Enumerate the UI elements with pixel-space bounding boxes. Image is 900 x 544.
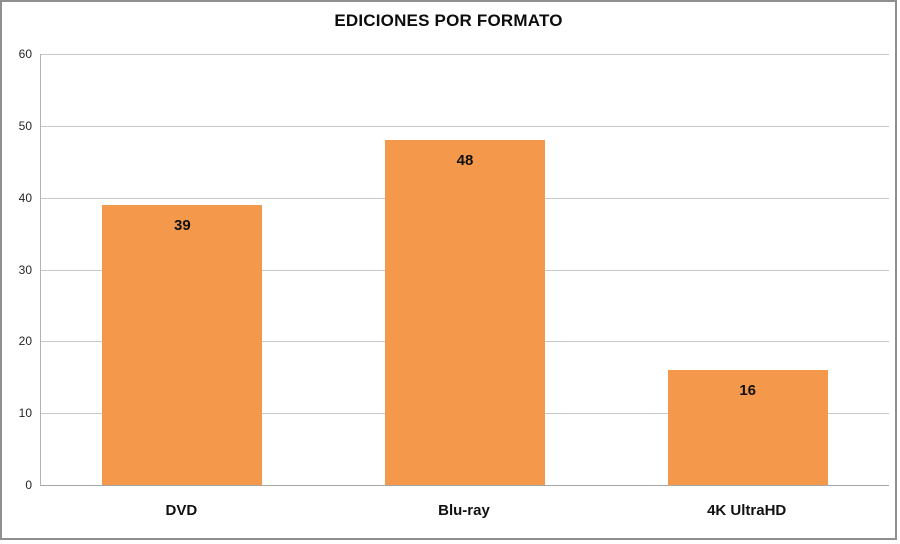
plot-area: 39 48 16 bbox=[40, 54, 889, 486]
y-axis-tick-label: 10 bbox=[18, 406, 32, 421]
gridline bbox=[41, 125, 889, 127]
x-axis-category-label: DVD bbox=[165, 502, 198, 519]
y-axis-tick-label: 30 bbox=[18, 262, 32, 277]
bar: 39 bbox=[102, 204, 263, 485]
bar: 48 bbox=[385, 140, 545, 485]
bar: 16 bbox=[667, 370, 828, 485]
y-axis-tick-label: 50 bbox=[18, 118, 32, 133]
x-axis-category-label: Blu-ray bbox=[438, 502, 490, 519]
y-axis-tick-label: 40 bbox=[18, 190, 32, 205]
bar-value-label: 48 bbox=[456, 152, 474, 170]
y-axis-tick-label: 60 bbox=[18, 47, 32, 61]
y-axis-tick-label: 20 bbox=[18, 334, 32, 349]
bar-value-label: 16 bbox=[739, 382, 756, 400]
y-axis: 0 10 20 30 40 50 60 bbox=[2, 47, 32, 492]
chart-title: EDICIONES POR FORMATO bbox=[334, 11, 563, 30]
bar-value-label: 39 bbox=[173, 216, 191, 234]
gridline bbox=[41, 54, 889, 55]
y-axis-tick-label: 0 bbox=[25, 478, 32, 492]
x-axis-category-label: 4K UltraHD bbox=[707, 502, 787, 519]
x-axis: DVD Blu-ray 4K UltraHD bbox=[40, 502, 888, 526]
